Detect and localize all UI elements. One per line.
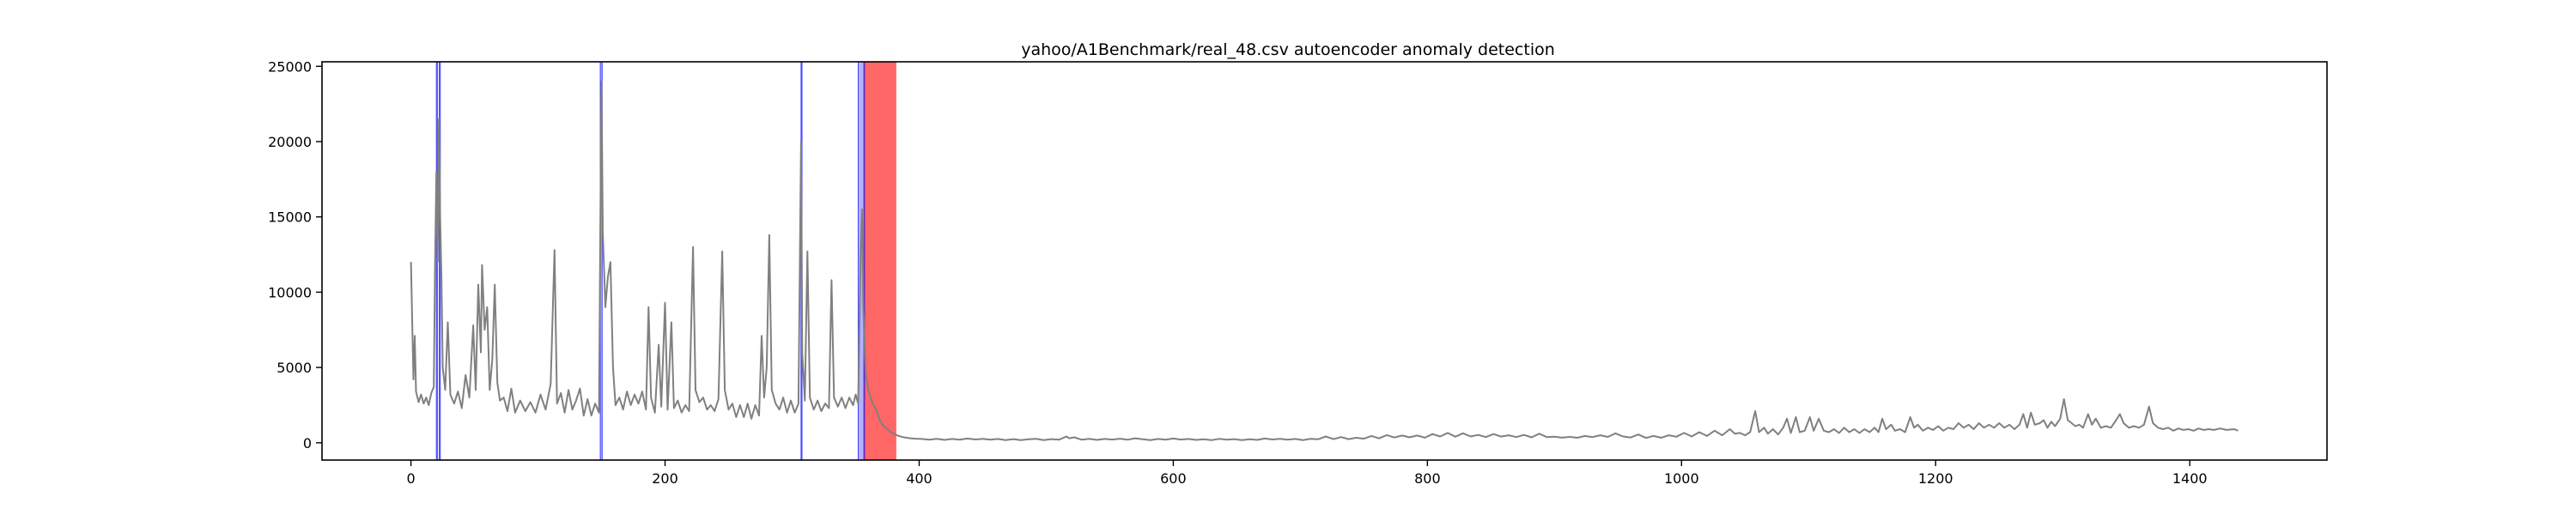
x-tick-label: 1000 xyxy=(1664,470,1699,487)
y-tick-label: 5000 xyxy=(276,360,312,376)
y-tick-label: 15000 xyxy=(268,209,312,226)
chart-title: yahoo/A1Benchmark/real_48.csv autoencode… xyxy=(1021,40,1555,59)
axes: 0 200 400 600 800 1000 1200 1400 0 5000 10000 15000… xyxy=(268,58,2328,487)
x-tick-label: 400 xyxy=(906,470,933,487)
series-layer xyxy=(410,80,2239,441)
blue-anomaly-band xyxy=(600,62,603,460)
x-tick-label: 0 xyxy=(406,470,415,487)
x-tick-label: 1400 xyxy=(2172,470,2208,487)
y-tick-label: 10000 xyxy=(268,284,312,300)
y-tick-label: 0 xyxy=(303,435,312,451)
plot-frame xyxy=(321,61,2328,461)
red-anomaly-band xyxy=(863,62,896,460)
x-tick-label: 1200 xyxy=(1918,470,1953,487)
series-line xyxy=(410,80,2239,441)
x-tick-label: 600 xyxy=(1160,470,1187,487)
x-tick-label: 200 xyxy=(652,470,678,487)
y-tick-label: 20000 xyxy=(268,134,312,150)
x-tick-label: 800 xyxy=(1414,470,1441,487)
y-tick-label: 25000 xyxy=(268,58,312,75)
